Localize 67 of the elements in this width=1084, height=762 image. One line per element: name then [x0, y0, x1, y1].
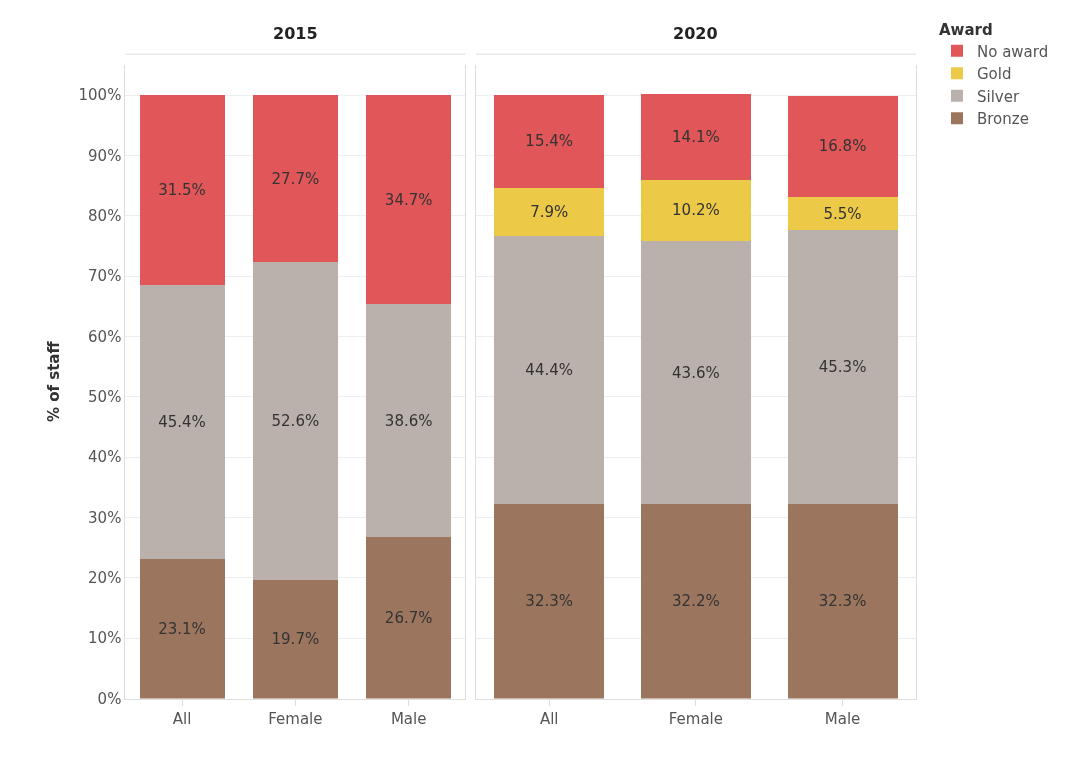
- data-label: 32.3%: [818, 592, 867, 611]
- bar: [366, 95, 452, 305]
- data-label: 32.3%: [525, 592, 574, 611]
- x-tick-label: All: [539, 709, 559, 728]
- y-axis-title: % of staff: [44, 340, 63, 423]
- bar: [139, 559, 225, 699]
- bar: [494, 95, 605, 188]
- bar: [139, 95, 225, 286]
- bar: [494, 235, 605, 504]
- x-tick-label: Male: [390, 709, 427, 728]
- data-label: 7.9%: [530, 202, 569, 221]
- y-tick-label: 30%: [88, 508, 122, 527]
- y-tick-label: 90%: [88, 146, 122, 165]
- data-label: 10.2%: [672, 201, 720, 220]
- bar: [252, 262, 338, 580]
- data-label: 43.6%: [672, 363, 720, 382]
- bar: [787, 230, 898, 504]
- data-label: 27.7%: [271, 169, 320, 188]
- bar: [787, 503, 898, 699]
- x-tick-label: All: [172, 709, 192, 728]
- bar: [640, 504, 751, 699]
- data-label: 14.1%: [672, 127, 720, 146]
- y-tick-label: 100%: [78, 86, 122, 105]
- data-label: 19.7%: [271, 630, 320, 649]
- bar: [787, 95, 898, 198]
- y-tick-label: 50%: [88, 388, 122, 407]
- legend-label: Silver: [976, 87, 1020, 106]
- data-label: 38.6%: [384, 411, 433, 430]
- data-label: 16.8%: [818, 137, 867, 156]
- legend-title: Award: [938, 20, 993, 39]
- data-label: 23.1%: [158, 619, 206, 638]
- data-label: 32.2%: [672, 592, 720, 611]
- bar: [787, 197, 898, 231]
- x-tick-label: Female: [668, 709, 723, 728]
- y-tick-label: 60%: [88, 327, 122, 346]
- x-tick-label: Female: [268, 709, 323, 728]
- legend-label: No award: [976, 42, 1049, 61]
- chart-title: 2020: [673, 24, 718, 43]
- bar: [640, 241, 751, 505]
- bar: [640, 94, 751, 180]
- x-tick-label: Male: [824, 709, 861, 728]
- bar: [366, 537, 452, 699]
- data-label: 31.5%: [158, 181, 206, 200]
- data-label: 34.7%: [384, 190, 433, 209]
- data-label: 44.4%: [525, 360, 574, 379]
- data-label: 52.6%: [271, 411, 320, 430]
- data-label: 45.4%: [158, 413, 206, 432]
- bar: [494, 187, 605, 236]
- y-tick-label: 0%: [97, 689, 122, 708]
- legend-label: Bronze: [976, 110, 1029, 129]
- bar: [252, 579, 338, 699]
- bar: [494, 503, 605, 699]
- bar: [366, 304, 452, 538]
- data-label: 15.4%: [525, 132, 574, 151]
- bar: [139, 285, 225, 560]
- data-label: 45.3%: [818, 357, 867, 376]
- legend-label: Gold: [976, 65, 1012, 84]
- y-tick-label: 80%: [88, 206, 122, 225]
- y-tick-label: 70%: [88, 267, 122, 286]
- y-tick-label: 10%: [88, 629, 122, 648]
- data-label: 5.5%: [823, 204, 862, 223]
- y-tick-label: 20%: [88, 569, 122, 588]
- bar: [640, 179, 751, 242]
- y-tick-label: 40%: [88, 448, 122, 467]
- data-label: 26.7%: [384, 608, 433, 627]
- bar: [252, 95, 338, 263]
- chart-title: 2015: [273, 24, 318, 43]
